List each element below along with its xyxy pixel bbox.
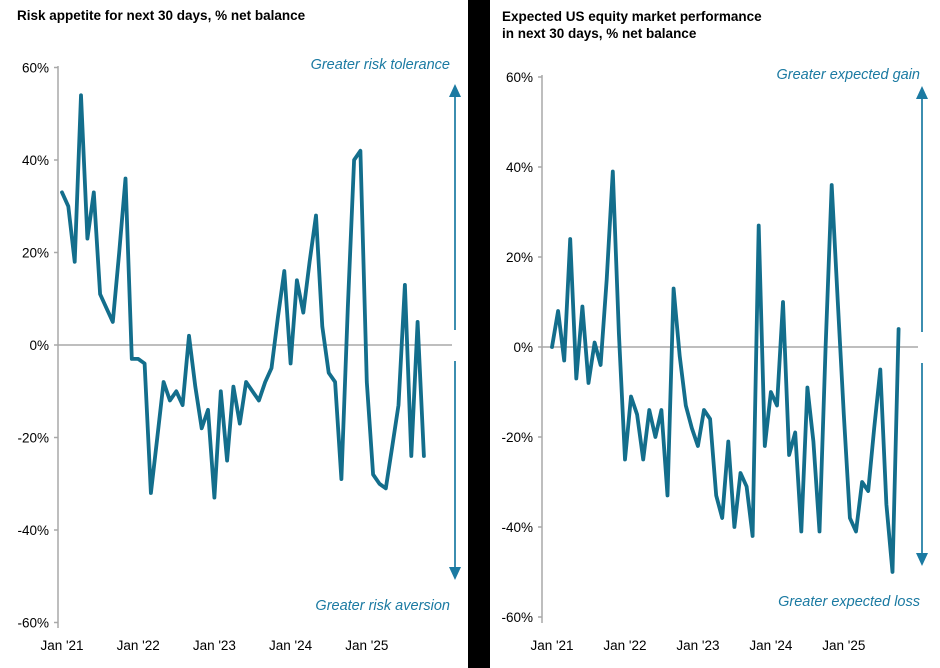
- y-tick-label: -20%: [17, 431, 49, 446]
- x-tick-label: Jan '25: [345, 638, 388, 653]
- equity-performance-chart: 60% 40% 20% 0% -20% -40% -60% Jan '21 Jan '22 Jan…: [501, 70, 928, 653]
- equity-performance-panel: Expected US equity market performance in…: [490, 0, 940, 668]
- risk-tolerance-annotation: Greater risk tolerance: [310, 57, 450, 73]
- x-tick-label: Jan '23: [676, 638, 719, 653]
- x-tick-label: Jan '25: [822, 638, 865, 653]
- arrowhead-down-icon: [449, 567, 461, 580]
- y-tick-label: 0%: [29, 338, 49, 353]
- y-tick-label: 40%: [22, 153, 49, 168]
- y-tick-label: 0%: [513, 340, 533, 355]
- x-tick-label: Jan '22: [117, 638, 160, 653]
- panel-divider: [468, 0, 490, 668]
- arrowhead-down-icon: [916, 553, 928, 566]
- risk-appetite-chart: 60% 40% 20% 0% -20% -40% -60% Jan '21 Jan '22 Jan…: [17, 61, 461, 653]
- series-line: [550, 169, 901, 574]
- y-tick-label: 40%: [506, 160, 533, 175]
- y-tick-label: -60%: [501, 610, 533, 625]
- y-tick-label: -40%: [501, 520, 533, 535]
- right-chart-title: Expected US equity market performance in…: [502, 9, 762, 41]
- risk-appetite-panel: Risk appetite for next 30 days, % net ba…: [0, 0, 468, 668]
- y-tick-label: -40%: [17, 523, 49, 538]
- left-chart-title: Risk appetite for next 30 days, % net ba…: [17, 8, 306, 23]
- arrowhead-up-icon: [449, 84, 461, 97]
- y-tick-label: -60%: [17, 616, 49, 631]
- y-tick-label: 60%: [506, 70, 533, 85]
- y-tick-label: 20%: [22, 246, 49, 261]
- y-tick-label: 20%: [506, 250, 533, 265]
- y-tick-label: -20%: [501, 430, 533, 445]
- expected-gain-annotation: Greater expected gain: [776, 67, 920, 83]
- x-tick-label: Jan '24: [269, 638, 313, 653]
- x-tick-label: Jan '24: [749, 638, 793, 653]
- series-line: [60, 93, 426, 500]
- expected-loss-annotation: Greater expected loss: [778, 594, 920, 610]
- x-tick-label: Jan '21: [40, 638, 83, 653]
- y-tick-label: 60%: [22, 61, 49, 76]
- x-tick-label: Jan '23: [193, 638, 236, 653]
- x-tick-label: Jan '22: [603, 638, 646, 653]
- risk-aversion-annotation: Greater risk aversion: [315, 598, 450, 614]
- x-tick-label: Jan '21: [530, 638, 573, 653]
- arrowhead-up-icon: [916, 86, 928, 99]
